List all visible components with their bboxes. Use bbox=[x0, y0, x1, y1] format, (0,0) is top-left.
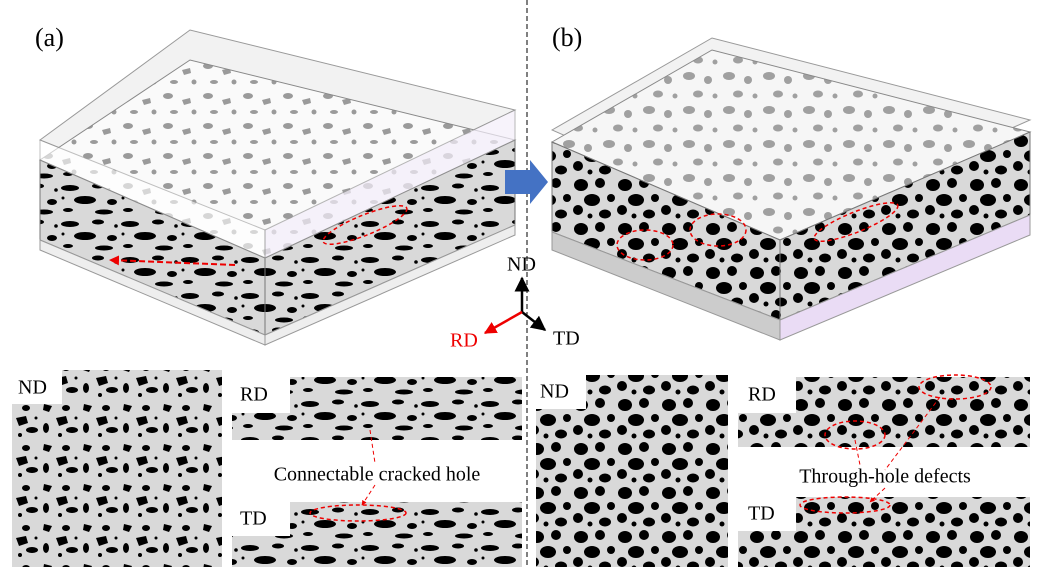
figure: (a) (b) ND TD RD ND RD TD Connectable cr… bbox=[0, 0, 1038, 567]
axis-label: TD bbox=[553, 328, 580, 350]
axis-label: RD bbox=[450, 330, 478, 352]
section-label: ND bbox=[18, 377, 47, 399]
block-a bbox=[40, 30, 515, 345]
section-label: ND bbox=[540, 381, 569, 403]
block-b bbox=[552, 38, 1030, 340]
annotation: Connectable cracked hole bbox=[274, 464, 481, 486]
annotation: Through-hole defects bbox=[799, 466, 971, 488]
axis-label: ND bbox=[507, 254, 536, 276]
axes bbox=[485, 278, 545, 333]
section-label: RD bbox=[240, 384, 268, 406]
panel-label: (a) bbox=[35, 23, 64, 52]
section-label: RD bbox=[748, 384, 776, 406]
panel-label: (b) bbox=[552, 23, 582, 52]
section-label: TD bbox=[240, 508, 267, 530]
section-label: TD bbox=[748, 503, 775, 525]
